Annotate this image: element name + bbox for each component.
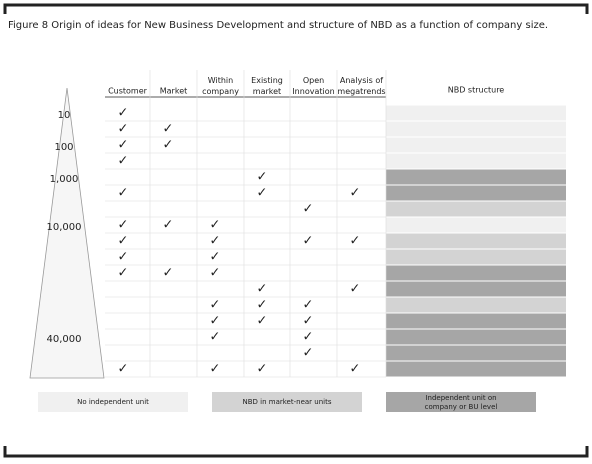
check: ✓ [210,250,221,265]
check: ✓ [118,218,129,233]
structure-cell [386,265,566,281]
structure-cell [386,105,566,121]
structure-cell [386,297,566,313]
check: ✓ [163,266,174,281]
check: ✓ [118,154,129,169]
structure-cell [386,233,566,249]
check: ✓ [303,298,314,313]
legend-label: NBD in market-near units [243,398,332,406]
check: ✓ [210,266,221,281]
structure-cell [386,361,566,377]
figure-title: Figure 8 Origin of ideas for New Busines… [8,20,548,31]
structure-cell [386,185,566,201]
check: ✓ [257,282,268,297]
check: ✓ [210,298,221,313]
column-header: Open Innovation [292,76,334,96]
check: ✓ [118,234,129,249]
check: ✓ [303,314,314,329]
column-header: Existing market [251,76,283,96]
check: ✓ [350,362,361,377]
check: ✓ [210,218,221,233]
check: ✓ [118,186,129,201]
check: ✓ [118,138,129,153]
check: ✓ [303,234,314,249]
size-label: 10,000 [47,222,82,233]
legend-swatch [38,392,188,412]
structure-cell [386,153,566,169]
check: ✓ [118,266,129,281]
legend-label: Independent unit on company or BU level [425,394,498,411]
legend-swatch [212,392,362,412]
structure-cell [386,249,566,265]
check: ✓ [303,330,314,345]
frame [3,3,589,458]
check: ✓ [257,186,268,201]
structure-cell [386,137,566,153]
structure-cell [386,313,566,329]
column-header: Within company [202,76,239,96]
check: ✓ [210,330,221,345]
check: ✓ [118,250,129,265]
size-label: 1,000 [50,174,79,185]
check: ✓ [210,314,221,329]
structure-cell [386,121,566,137]
check: ✓ [210,362,221,377]
structure-cell [386,201,566,217]
check: ✓ [350,234,361,249]
structure-cell [386,329,566,345]
column-header: Customer [108,87,148,96]
check: ✓ [163,138,174,153]
structure-cell [386,217,566,233]
structure-cell [386,345,566,361]
check: ✓ [163,122,174,137]
check: ✓ [303,346,314,361]
structure-cell [386,281,566,297]
check: ✓ [118,106,129,121]
column-header: Analysis of megatrends [337,76,385,96]
check: ✓ [210,234,221,249]
check: ✓ [118,362,129,377]
structure-header: NBD structure [448,86,505,95]
check: ✓ [350,282,361,297]
check: ✓ [163,218,174,233]
size-triangle [29,87,105,379]
check: ✓ [118,122,129,137]
column-header: Market [160,87,188,96]
check: ✓ [257,314,268,329]
legend-label: No independent unit [77,398,149,406]
size-label: 100 [54,142,73,153]
check: ✓ [303,202,314,217]
legend-swatch [386,392,536,412]
check: ✓ [257,298,268,313]
size-label: 40,000 [47,334,82,345]
check: ✓ [257,170,268,185]
size-label: 10 [58,110,71,121]
check: ✓ [350,186,361,201]
structure-cell [386,169,566,185]
check: ✓ [257,362,268,377]
